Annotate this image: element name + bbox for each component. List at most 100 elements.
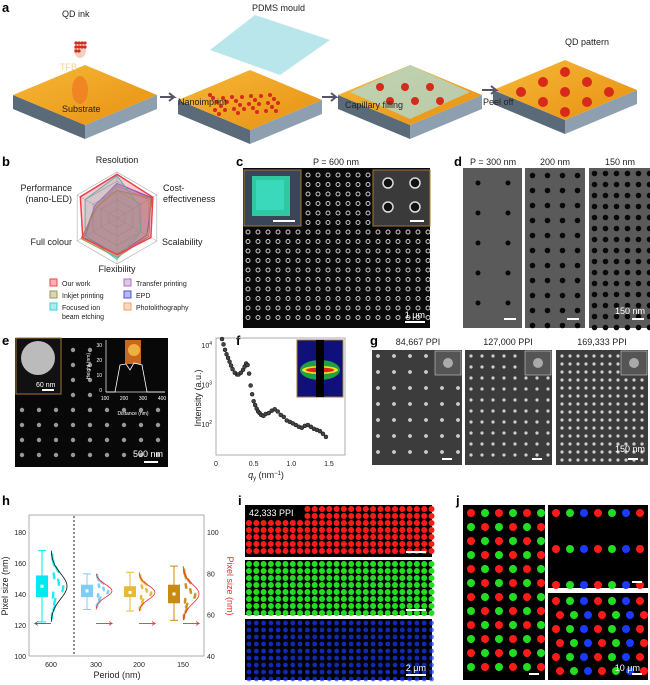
qd	[223, 108, 227, 112]
qd-pixel	[608, 426, 612, 430]
emission-pixel	[326, 596, 333, 602]
data-point	[238, 370, 244, 376]
hole	[265, 229, 271, 235]
data-point	[56, 578, 60, 582]
hole	[265, 315, 271, 320]
emission-pixel	[406, 582, 413, 588]
qd-cluster	[21, 341, 55, 375]
hole	[285, 258, 291, 263]
qd-pixel	[546, 420, 550, 424]
qd-cluster	[138, 422, 144, 428]
qd-pixel	[480, 453, 484, 457]
qd-pixel	[640, 402, 644, 406]
panel-label-b: b	[2, 154, 10, 169]
emission-pixel	[413, 596, 420, 602]
qd-cluster	[155, 452, 161, 458]
rgb-pixel	[594, 625, 602, 633]
qd-cluster	[87, 392, 93, 398]
data-point	[184, 582, 187, 586]
panel-e: e 60 nm 0 10 20 30 100 200 300 400 Dista…	[2, 333, 168, 467]
qd	[266, 101, 270, 105]
panel-label-f: f	[236, 333, 241, 348]
emission-pixel	[407, 620, 412, 626]
emission-pixel	[304, 589, 311, 595]
hole	[365, 239, 371, 244]
rgb-pixel	[537, 523, 545, 531]
emission-pixel	[275, 561, 282, 567]
hole	[375, 277, 381, 282]
emission-pixel	[333, 596, 340, 602]
sem-panel	[525, 168, 585, 328]
hole	[255, 258, 261, 263]
qd-cluster	[104, 407, 110, 413]
emission-pixel	[377, 561, 384, 567]
data-point	[227, 359, 232, 364]
hole	[365, 220, 371, 225]
rgb-pixel	[509, 635, 517, 643]
hole	[591, 269, 598, 276]
emission-pixel	[275, 603, 282, 609]
data-point	[281, 414, 287, 420]
emission-pixel	[429, 634, 434, 640]
hole	[315, 286, 321, 292]
emission-pixel	[370, 596, 377, 602]
height-profile	[106, 362, 165, 393]
emission-pixel	[370, 627, 376, 633]
emission-pixel	[267, 561, 274, 567]
qd	[240, 95, 244, 99]
rgb-pixel	[556, 639, 564, 647]
h-ylabel-right: Pixel size (nm)	[225, 556, 235, 615]
hole	[245, 267, 251, 273]
emission-pixel	[305, 676, 310, 682]
sem-images	[463, 168, 650, 331]
emission-pixel	[370, 568, 377, 574]
qd-pixel	[576, 394, 580, 398]
rgb-pixel	[608, 545, 616, 553]
emission-pixel	[341, 662, 347, 668]
qd	[249, 94, 253, 98]
qd-pixel	[624, 394, 628, 398]
hole	[245, 229, 251, 235]
emission-pixel	[253, 589, 260, 595]
qd	[272, 97, 276, 101]
qd-pixel	[632, 378, 636, 382]
emission-pixel	[326, 575, 333, 581]
emission-pixel	[392, 676, 398, 682]
hole	[395, 315, 401, 320]
emission-pixel	[378, 648, 383, 654]
tick: 20	[96, 358, 102, 364]
emission-pixel	[378, 641, 383, 647]
hole	[335, 220, 341, 225]
emission-pixel	[392, 641, 398, 647]
emission-pixel	[340, 561, 347, 567]
qd-pixel	[584, 426, 588, 430]
hole	[395, 258, 401, 263]
emission-pixel	[340, 520, 347, 526]
emission-pixel	[370, 676, 376, 682]
scale-bar	[632, 318, 644, 320]
hole	[255, 286, 261, 292]
hole	[574, 292, 581, 299]
emission-pixel	[289, 568, 296, 574]
hole	[345, 229, 351, 235]
emission-pixel	[413, 527, 420, 533]
hole	[305, 220, 311, 225]
emission-pixel	[413, 520, 420, 526]
y-tick-label: 180	[14, 530, 26, 537]
rgb-pixel	[467, 565, 475, 573]
emission-pixel	[305, 627, 310, 633]
hole	[365, 277, 371, 282]
emission-pixel	[268, 620, 274, 626]
qd-pixel	[568, 442, 572, 446]
hole	[624, 291, 631, 298]
hole	[335, 191, 341, 197]
emission-pixel	[253, 627, 259, 633]
hole	[559, 247, 566, 254]
qd-cluster	[121, 422, 127, 428]
emission-pixel	[348, 534, 355, 540]
emission-pixel	[406, 527, 413, 533]
emission-pixel	[428, 506, 435, 512]
emission-pixel	[356, 676, 361, 682]
emission-pixel	[421, 634, 427, 640]
qd-pixel	[502, 398, 506, 402]
